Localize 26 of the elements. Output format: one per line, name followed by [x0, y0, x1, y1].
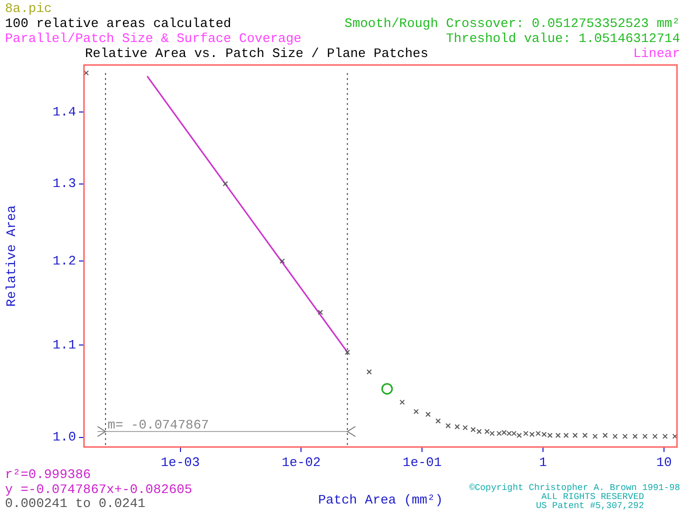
y-tick-label: 1.4: [52, 104, 76, 120]
text: 0.000241 to 0.0241: [5, 496, 146, 511]
y-tick-label: 1.0: [52, 430, 76, 445]
text: Linear: [633, 46, 680, 61]
x-tick-label: 10: [656, 455, 672, 470]
y-axis-title: Relative Area: [4, 205, 20, 307]
y-tick-label: 1.2: [52, 254, 76, 269]
text: 100 relative areas calculated: [5, 16, 232, 31]
x-tick-label: 1e-01: [402, 455, 442, 470]
text: Parallel/Patch Size & Surface Coverage: [5, 31, 302, 46]
text: Threshold value: 1.05146312714: [446, 31, 680, 46]
text: ALL RIGHTS RESERVED: [541, 492, 644, 502]
text: ©Copyright Christopher A. Brown 1991-98: [469, 483, 680, 493]
chart-title: Relative Area vs. Patch Size / Plane Patches: [85, 46, 428, 61]
x-tick-label: 1e-03: [160, 455, 200, 470]
text: y =-0.0747867x+-0.082605: [5, 482, 192, 497]
annotation: m= -0.0747867: [108, 417, 209, 432]
x-axis-title: Patch Area (mm²): [318, 492, 443, 508]
text: 8a.pic: [5, 1, 52, 16]
y-tick-label: 1.1: [52, 338, 76, 353]
y-tick-label: 1.3: [52, 176, 76, 192]
text: r²=0.999386: [5, 467, 91, 482]
x-tick-label: 1: [539, 455, 548, 470]
text: US Patent #5,307,292: [536, 501, 644, 511]
x-tick-label: 1e-02: [282, 455, 321, 470]
text: Smooth/Rough Crossover: 0.0512753352523 mm²: [344, 16, 680, 31]
